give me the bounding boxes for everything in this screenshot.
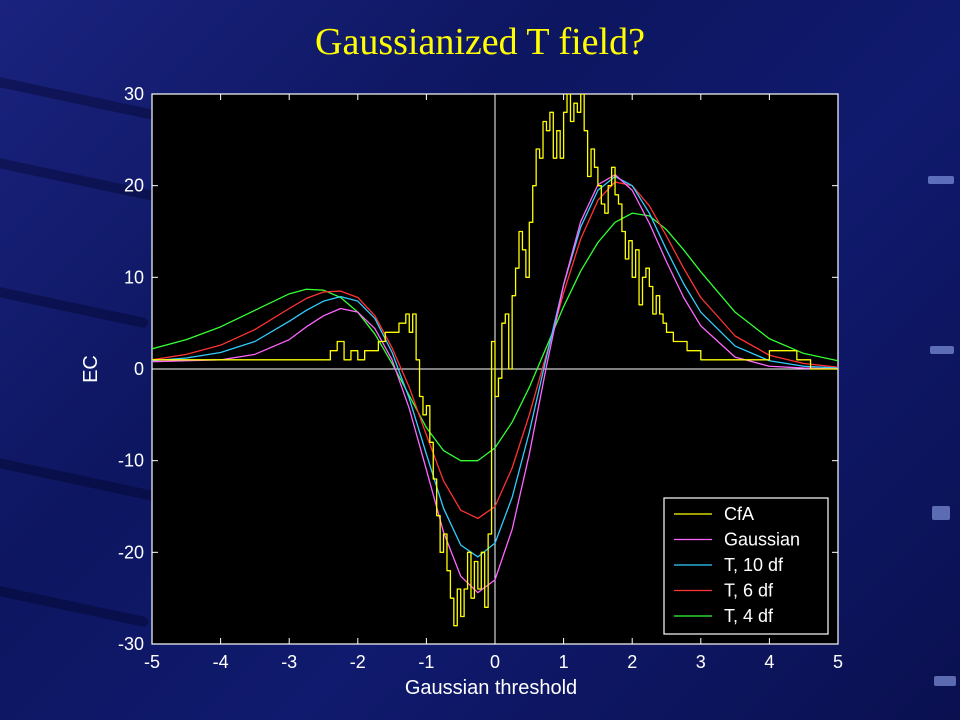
legend-label-t-10-df: T, 10 df [724,555,784,575]
y-tick-label: -20 [118,542,144,562]
decorative-mark [930,346,954,354]
slide-title: Gaussianized T field? [315,21,645,63]
series-line-gaussian [152,174,838,594]
x-axis-label: Gaussian threshold [405,677,577,699]
y-tick-label: -10 [118,451,144,471]
series-line-cfa [152,94,838,627]
x-tick-label: 3 [696,652,706,672]
chart-legend: CfA Gaussian T, 10 df T, 6 df T, 4 df [663,497,829,635]
series-line-t-10-df [152,175,838,558]
x-tick-label: -4 [213,652,229,672]
y-axis-label: EC [80,355,102,383]
x-tick-label: 1 [559,652,569,672]
x-tick-label: 5 [833,652,843,672]
y-tick-label: 20 [124,176,144,196]
series-line-t-4-df [152,212,838,462]
x-tick-label: 2 [627,652,637,672]
x-tick-label: -1 [418,652,434,672]
legend-label-t-6-df: T, 6 df [724,581,774,601]
y-tick-label: 30 [124,84,144,104]
legend-label-cfa: CfA [724,504,754,524]
y-tick-label: -30 [118,634,144,654]
y-tick-label: 10 [124,267,144,287]
y-tick-label: 0 [134,359,144,379]
x-tick-label: -3 [281,652,297,672]
x-tick-label: 0 [490,652,500,672]
x-tick-label: 4 [764,652,774,672]
decorative-mark [932,506,950,520]
legend-label-t-4-df: T, 4 df [724,606,774,626]
decorative-mark [928,176,954,184]
x-tick-label: -5 [144,652,160,672]
series-line-t-6-df [152,181,838,520]
x-tick-label: -2 [350,652,366,672]
decorative-mark [934,676,956,686]
legend-label-gaussian: Gaussian [724,530,800,550]
legend-box [663,497,829,635]
